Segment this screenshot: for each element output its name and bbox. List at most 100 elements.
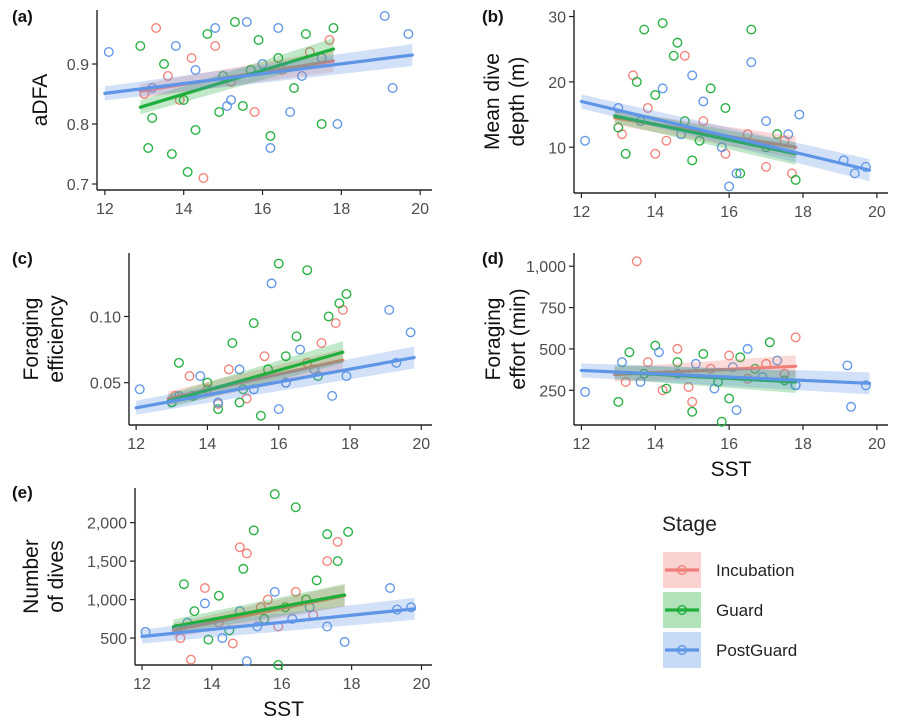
legend-label: Guard [716,601,763,620]
point-guard [273,258,284,269]
fit-line-guard [613,114,798,156]
point-guard [302,265,313,276]
point-guard [255,410,266,421]
x-tick-label: 12 [572,204,590,221]
point-postguard [772,355,783,366]
point-postguard [241,656,252,667]
x-tick-label: 12 [96,201,114,218]
y-tick-label: 1,000 [87,593,127,610]
point-guard [213,590,224,601]
point-incubation [628,70,639,81]
legend-title: Stage [662,513,717,536]
point-incubation [223,364,234,375]
y-axis-title-line: Mean dive [481,53,504,150]
point-postguard [387,82,398,93]
point-guard [746,24,757,35]
x-tick-label: 16 [273,676,291,693]
point-postguard [794,109,805,120]
fit-line-postguard [103,53,414,96]
point-postguard [384,304,395,315]
point-postguard [210,23,221,34]
point-incubation [332,536,343,547]
point-postguard [266,278,277,289]
point-postguard [849,168,860,179]
point-postguard [709,383,720,394]
x-tick-label: 14 [203,676,221,693]
point-guard [657,18,668,29]
fit-line-postguard [134,355,416,410]
point-guard [213,404,224,415]
point-postguard [273,23,284,34]
point-incubation [642,103,653,114]
point-postguard [761,116,772,127]
point-guard [341,289,352,300]
point-incubation [322,556,333,567]
point-guard [672,37,683,48]
point-postguard [287,613,298,624]
point-incubation [227,638,238,649]
panel-label: (e) [12,483,33,502]
point-guard [158,59,169,70]
point-incubation [790,332,801,343]
y-tick-label: 1,000 [526,259,566,276]
y-axis-title: Foragingeffort (min) [482,288,530,389]
x-tick-label: 14 [199,436,217,453]
point-guard [229,17,240,28]
point-postguard [783,129,794,140]
point-postguard [296,70,307,81]
point-postguard [265,142,276,153]
point-incubation [661,135,672,146]
point-postguard [190,64,201,75]
point-postguard [657,83,668,94]
legend-label: PostGuard [716,641,797,660]
legend-key-point [677,645,688,656]
x-tick-label: 16 [254,201,272,218]
point-guard [343,526,354,537]
panel-b: (b) 10 20 30 12 14 16 18 20 Mean divedepth (m) [481,7,888,221]
y-axis-title-line: depth (m) [506,57,529,147]
point-guard [661,383,672,394]
point-postguard [653,347,664,358]
point-incubation [259,351,270,362]
point-guard [178,579,189,590]
point-postguard [103,47,114,58]
legend-key-point [677,565,688,576]
x-tick-label: 16 [720,436,738,453]
point-guard [316,118,327,129]
x-tick-label: 20 [412,436,430,453]
point-guard [269,489,280,500]
point-incubation [330,318,341,329]
y-axis-title: Numberof dives [20,539,68,614]
point-incubation [761,161,772,172]
point-incubation [786,168,797,179]
legend-items: Incubation Guard PostGuard [663,552,797,668]
point-incubation [698,116,709,127]
point-guard [790,174,801,185]
point-postguard [241,17,252,28]
y-tick-label: 1,500 [87,554,127,571]
y-tick-label: 0.10 [90,310,121,327]
legend-item-incubation: Incubation [663,552,794,588]
x-tick-label: 20 [868,436,886,453]
point-guard [687,406,698,417]
point-guard [735,352,746,363]
ci-band-postguard [104,44,413,101]
point-incubation [262,594,273,605]
point-guard [716,416,727,427]
point-guard [613,122,624,133]
point-postguard [687,70,698,81]
point-incubation [683,381,694,392]
point-guard [764,337,775,348]
point-guard [672,357,683,368]
ci-band-guard [614,365,796,393]
point-incubation [234,542,245,553]
legend-key-point [677,605,688,616]
point-guard [265,130,276,141]
point-guard [720,103,731,114]
point-postguard [860,380,871,391]
point-postguard [635,377,646,388]
point-guard [166,148,177,159]
point-postguard [690,358,701,369]
point-incubation [724,350,735,361]
